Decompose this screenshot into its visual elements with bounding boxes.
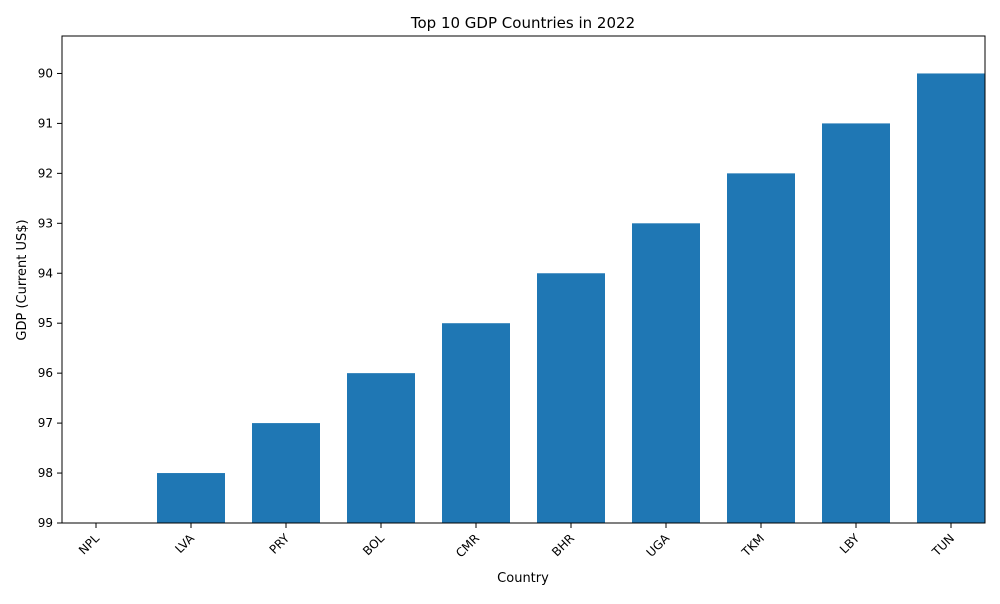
y-tick-label: 94 [38,266,53,280]
bar-uga [632,223,700,523]
y-tick-label: 91 [38,116,53,130]
y-tick-label: 95 [38,316,53,330]
x-axis-label: Country [497,571,549,586]
y-tick-label: 99 [38,516,53,530]
y-axis-label: GDP (Current US$) [15,219,30,340]
bar-tkm [727,173,795,524]
y-axis-ticks: 90 91 92 93 94 95 96 97 98 99 [38,66,62,530]
bar-bhr [537,273,605,523]
y-tick-label: 96 [38,366,53,380]
bar-tun [917,73,985,524]
bar-lva [157,473,225,523]
bar-lby [822,123,890,523]
bar-cmr [442,323,510,523]
y-tick-label: 93 [38,216,53,230]
y-tick-label: 92 [38,166,53,180]
y-tick-label: 90 [38,66,53,80]
bar-pry [252,423,320,523]
bar-bol [347,373,415,523]
chart-title: Top 10 GDP Countries in 2022 [410,14,635,32]
plot-frame [61,35,986,524]
bars-layer [157,73,985,524]
y-tick-label: 97 [38,416,53,430]
y-tick-label: 98 [38,466,53,480]
